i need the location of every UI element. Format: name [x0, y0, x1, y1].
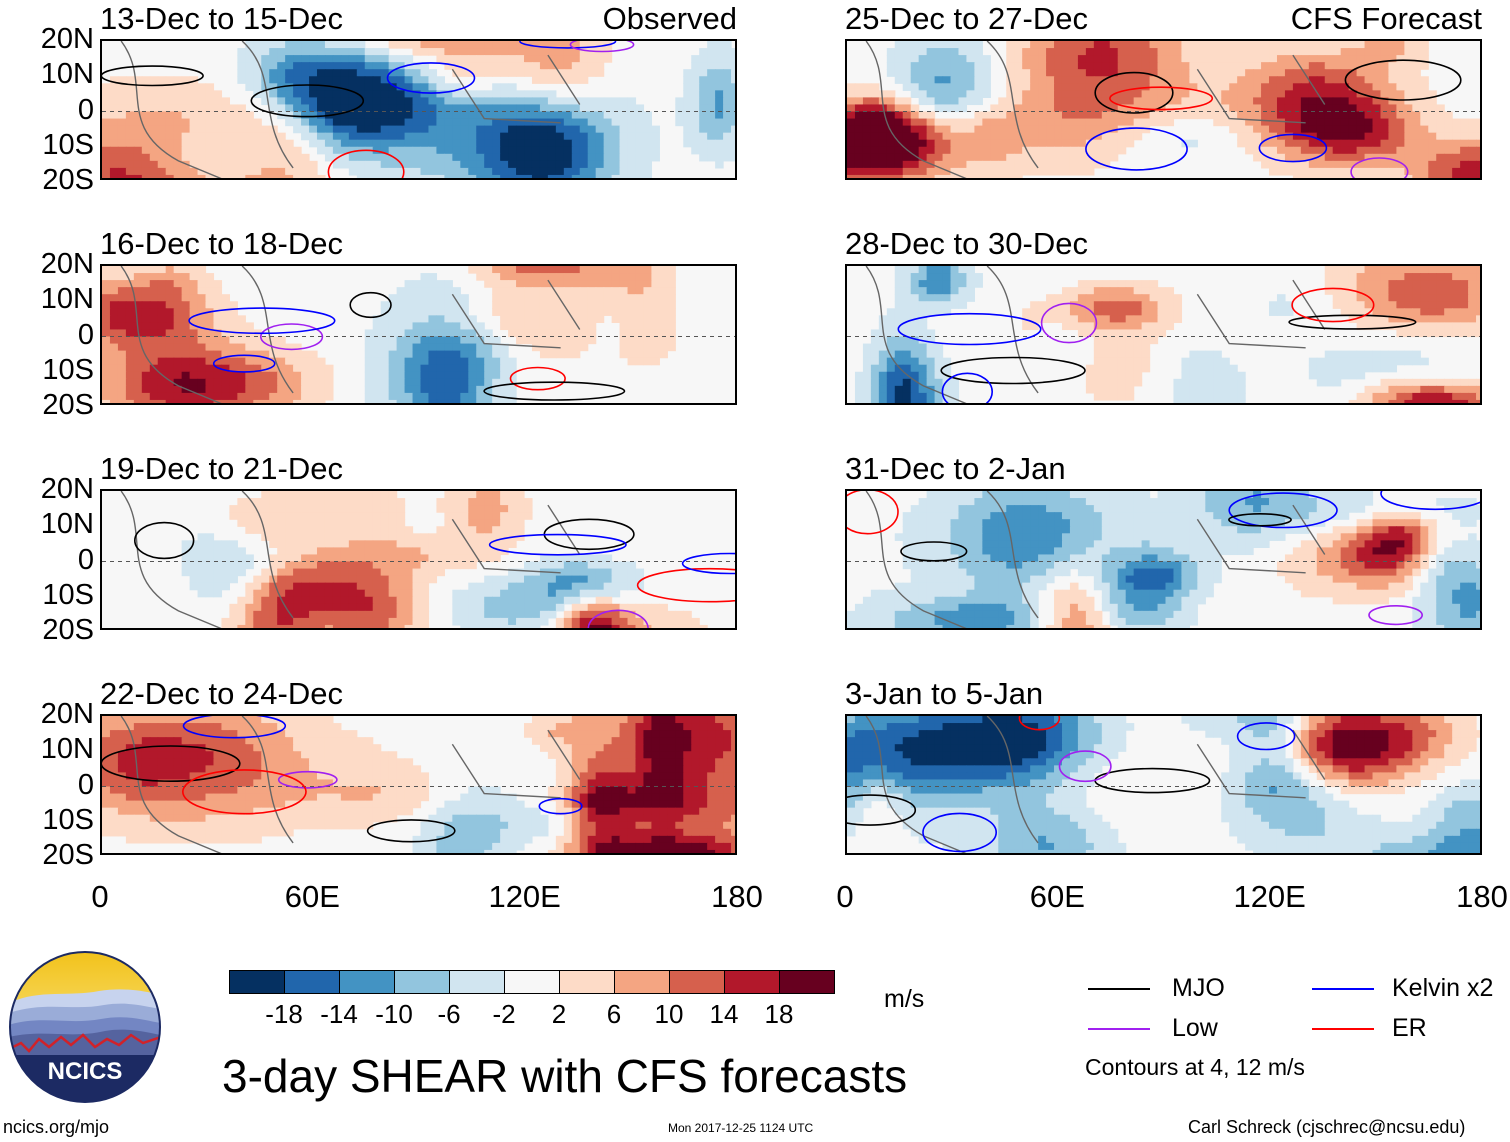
footer-timestamp: Mon 2017-12-25 1124 UTC [668, 1121, 814, 1135]
panel-tag: CFS Forecast [1290, 1, 1482, 36]
lat-tick-label: 0 [77, 93, 94, 126]
colorbar-swatch [229, 970, 285, 994]
colorbar-tick-label: 18 [764, 999, 794, 1029]
contour-note: Contours at 4, 12 m/s [1085, 1054, 1305, 1080]
colorbar-tick-label: -18 [265, 999, 303, 1029]
lat-tick-label: 20N [40, 473, 94, 505]
shear-map [845, 489, 1482, 630]
colorbar-swatch [504, 970, 560, 994]
lon-tick-label: 120E [488, 879, 561, 914]
lat-tick-label: 20S [42, 614, 94, 646]
legend-label-mjo: MJO [1172, 974, 1225, 1002]
lat-tick-label: 10N [40, 508, 94, 541]
panel-title: 22-Dec to 24-Dec [100, 676, 343, 711]
legend-label-kelvin: Kelvin x2 [1392, 974, 1494, 1002]
panel-title: 13-Dec to 15-Dec [100, 1, 343, 36]
lat-tick-label: 10S [42, 128, 94, 161]
colorbar-tick-label: 14 [709, 999, 739, 1029]
legend-line-kelvin [1312, 988, 1374, 990]
lat-tick-label: 20N [40, 23, 94, 55]
lon-tick-label: 180 [1456, 879, 1508, 914]
lat-tick-label: 10N [40, 58, 94, 91]
lat-tick-label: 10N [40, 733, 94, 766]
legend-label-low: Low [1172, 1014, 1218, 1042]
lon-tick-label: 60E [1029, 879, 1085, 914]
lat-tick-label: 10S [42, 803, 94, 836]
colorbar-swatch [449, 970, 505, 994]
colorbar-swatch [559, 970, 615, 994]
lat-tick-label: 20N [40, 698, 94, 730]
lon-tick-label: 180 [711, 879, 763, 914]
lat-tick-label: 0 [77, 543, 94, 576]
colorbar-tick-label: -6 [437, 999, 461, 1029]
lat-tick-label: 20S [42, 389, 94, 421]
panel-title: 16-Dec to 18-Dec [100, 226, 343, 261]
shear-map [100, 714, 737, 855]
lat-tick-label: 10S [42, 578, 94, 611]
panel-title: 25-Dec to 27-Dec [845, 1, 1088, 36]
colorbar-swatch [669, 970, 725, 994]
panel-tag: Observed [602, 1, 737, 36]
lon-tick-label: 120E [1233, 879, 1306, 914]
legend-line-mjo [1088, 988, 1150, 990]
colorbar-swatch [394, 970, 450, 994]
colorbar-tick-label: -2 [492, 999, 516, 1029]
lat-tick-label: 10S [42, 353, 94, 386]
legend-line-er [1312, 1028, 1374, 1030]
shear-map [845, 39, 1482, 180]
shear-map [100, 489, 737, 630]
lat-tick-label: 10N [40, 283, 94, 316]
footer-url: ncics.org/mjo [3, 1117, 110, 1137]
colorbar-tick-label: -10 [375, 999, 413, 1029]
colorbar-swatch [614, 970, 670, 994]
ncics-logo: NCICS [9, 951, 161, 1103]
lat-tick-label: 20N [40, 248, 94, 280]
lat-tick-label: 20S [42, 839, 94, 871]
lat-tick-label: 0 [77, 318, 94, 351]
legend-line-low [1088, 1028, 1150, 1030]
colorbar-tick-label: 6 [606, 999, 622, 1029]
lon-tick-label: 0 [836, 879, 854, 914]
shear-map [100, 39, 737, 180]
colorbar-swatch [284, 970, 340, 994]
legend-label-er: ER [1392, 1014, 1427, 1042]
colorbar-swatch [724, 970, 780, 994]
colorbar-unit: m/s [884, 985, 925, 1013]
shear-map [845, 264, 1482, 405]
logo-text: NCICS [48, 1058, 123, 1085]
panel-title: 31-Dec to 2-Jan [845, 451, 1066, 486]
shear-map [845, 714, 1482, 855]
lon-tick-label: 0 [91, 879, 109, 914]
lon-tick-label: 60E [284, 879, 340, 914]
colorbar-tick-label: 10 [654, 999, 684, 1029]
colorbar-tick-label: 2 [551, 999, 567, 1029]
footer-author: Carl Schreck (cjschrec@ncsu.edu) [1188, 1117, 1466, 1137]
shear-map [100, 264, 737, 405]
figure-title: 3-day SHEAR with CFS forecasts [222, 1050, 908, 1102]
lat-tick-label: 0 [77, 768, 94, 801]
panel-title: 28-Dec to 30-Dec [845, 226, 1088, 261]
colorbar-tick-label: -14 [320, 999, 358, 1029]
colorbar-swatch [339, 970, 395, 994]
panel-title: 19-Dec to 21-Dec [100, 451, 343, 486]
colorbar-swatch [779, 970, 835, 994]
lat-tick-label: 20S [42, 164, 94, 196]
panel-title: 3-Jan to 5-Jan [845, 676, 1044, 711]
